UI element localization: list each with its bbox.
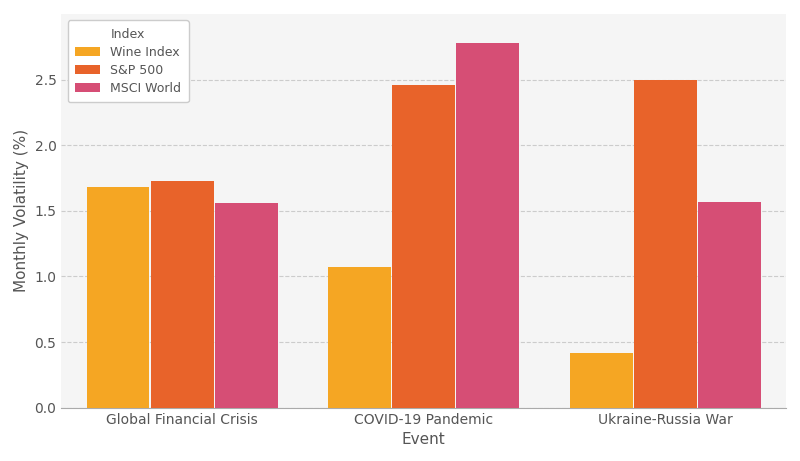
Bar [392,85,455,408]
Bar [698,201,761,408]
Bar [634,80,697,408]
Legend: Wine Index, S&P 500, MSCI World: Wine Index, S&P 500, MSCI World [67,20,189,102]
X-axis label: Event: Event [402,432,446,447]
Bar [150,181,214,408]
Bar [456,43,519,408]
Y-axis label: Monthly Volatility (%): Monthly Volatility (%) [14,129,29,292]
Bar [86,187,150,408]
Bar [214,203,278,408]
Bar [328,267,391,408]
Bar [570,353,633,408]
